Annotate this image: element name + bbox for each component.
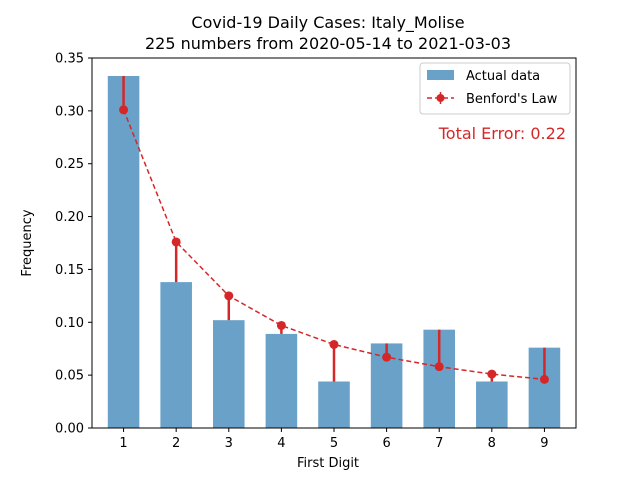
x-tick-label-4: 4	[277, 436, 285, 451]
plot-area: 1 2 3 4 5 6 7 8 9 0.00 0.05 0.10 0.15 0.20 0.25 0.30 0.3…	[55, 52, 561, 451]
legend-label-actual: Actual data	[466, 69, 540, 84]
y-tick-label-7: 0.35	[55, 52, 84, 67]
x-tick-label-1: 1	[119, 436, 127, 451]
benford-point-digit-3	[224, 291, 234, 301]
chart-title: Covid-19 Daily Cases: Italy_Molise	[191, 13, 464, 33]
y-tick-label-6: 0.30	[55, 104, 84, 119]
x-tick-label-8: 8	[488, 436, 496, 451]
legend: Actual data Benford's Law	[419, 62, 571, 115]
x-axis-label: First Digit	[297, 456, 359, 471]
bar-digit-1	[107, 75, 140, 428]
benford-point-digit-6	[382, 352, 392, 362]
bar-digit-2	[160, 282, 192, 428]
bar-digit-5	[318, 381, 350, 428]
x-tick-label-9: 9	[540, 436, 548, 451]
y-tick-label-4: 0.20	[55, 210, 84, 225]
y-tick-label-0: 0.00	[55, 422, 84, 437]
benford-point-digit-7	[434, 362, 444, 372]
benford-point-digit-5	[329, 339, 339, 349]
total-error-annotation: Total Error: 0.22	[438, 124, 566, 143]
bar-digit-8	[476, 381, 508, 428]
chart-subtitle: 225 numbers from 2020-05-14 to 2021-03-0…	[145, 34, 511, 53]
legend-swatch-actual	[427, 70, 454, 80]
x-tick-label-2: 2	[172, 436, 180, 451]
benford-point-digit-4	[276, 320, 286, 330]
legend-label-benford: Benford's Law	[466, 92, 558, 107]
legend-marker-benford	[436, 94, 445, 102]
bar-digit-4	[265, 333, 298, 428]
y-tick-label-5: 0.25	[55, 157, 84, 172]
benford-point-digit-1	[119, 105, 129, 115]
y-tick-label-1: 0.05	[55, 369, 84, 384]
y-axis-label: Frequency	[20, 209, 35, 276]
benford-point-digit-8	[487, 369, 497, 379]
x-tick-label-3: 3	[225, 436, 233, 451]
y-tick-label-2: 0.10	[55, 316, 84, 331]
legend-box	[419, 62, 571, 115]
bar-digit-3	[213, 320, 245, 428]
x-tick-label-7: 7	[435, 436, 443, 451]
benford-point-digit-9	[539, 374, 549, 384]
benford-point-digit-2	[171, 237, 181, 247]
x-tick-label-6: 6	[382, 436, 390, 451]
plot-frame	[91, 57, 577, 429]
x-tick-label-5: 5	[330, 436, 338, 451]
y-tick-label-3: 0.15	[55, 263, 84, 278]
benford-line	[122, 109, 545, 381]
